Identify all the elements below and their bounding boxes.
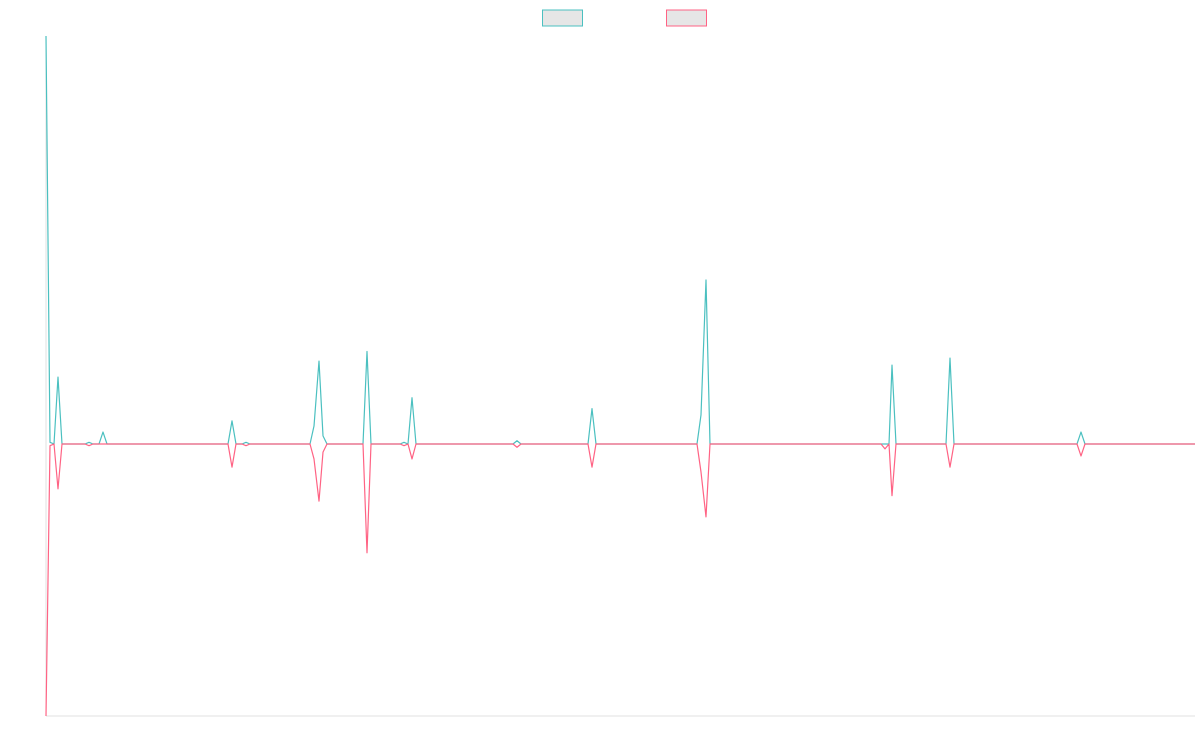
legend-swatch (666, 9, 707, 27)
series-line (45, 35, 1195, 445)
legend-swatch (542, 9, 583, 27)
series-line (45, 443, 1195, 717)
